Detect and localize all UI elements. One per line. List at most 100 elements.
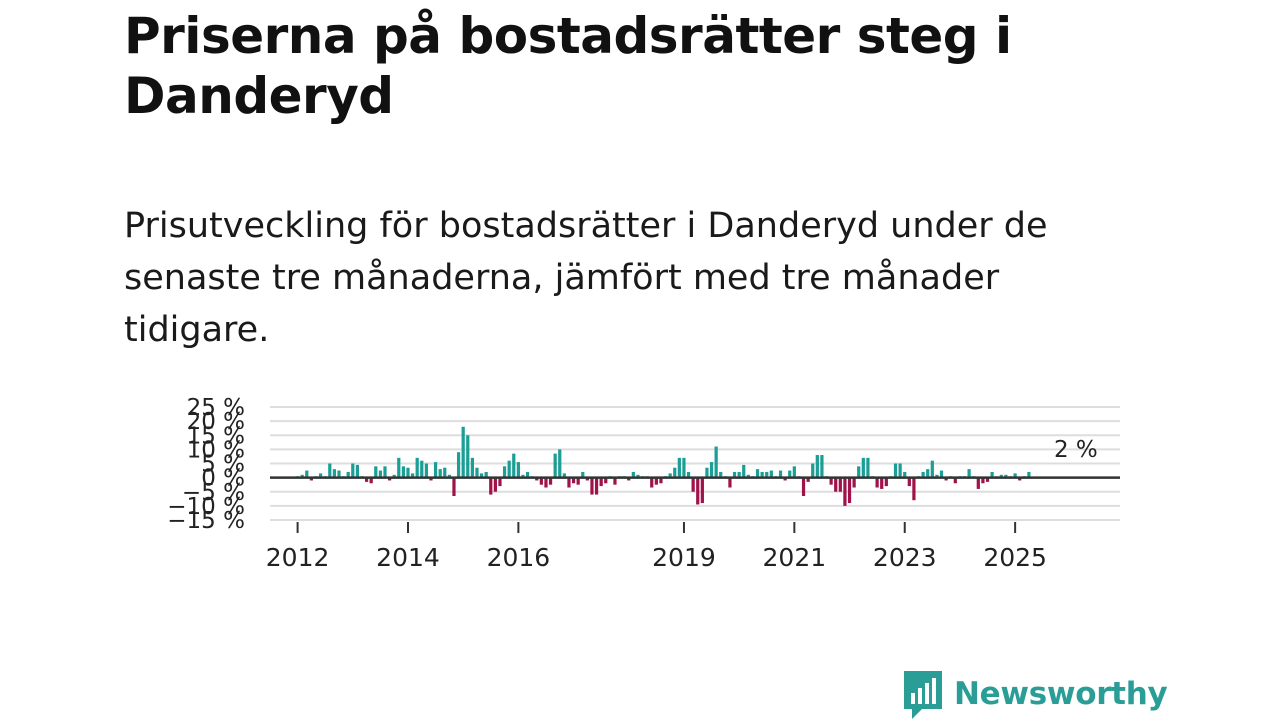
bar bbox=[415, 457, 419, 478]
x-tick-label: 2021 bbox=[763, 543, 827, 572]
bar bbox=[1018, 477, 1022, 481]
bar bbox=[857, 466, 861, 478]
bar bbox=[558, 449, 562, 478]
bar bbox=[443, 467, 447, 478]
bar bbox=[691, 477, 695, 492]
bar bbox=[539, 477, 543, 485]
bar bbox=[861, 457, 865, 478]
bar bbox=[493, 477, 497, 492]
bar bbox=[769, 470, 773, 478]
bar bbox=[507, 460, 511, 478]
bar bbox=[406, 467, 410, 478]
bar bbox=[792, 466, 796, 478]
bar bbox=[673, 467, 677, 478]
bar bbox=[939, 470, 944, 478]
bar bbox=[921, 471, 925, 478]
bar bbox=[760, 471, 764, 478]
bar bbox=[700, 477, 704, 504]
y-tick-label: 15 % bbox=[187, 423, 245, 449]
bar bbox=[705, 467, 709, 478]
bar bbox=[990, 471, 994, 478]
bar bbox=[880, 477, 884, 489]
bar bbox=[696, 477, 700, 505]
bar bbox=[668, 473, 672, 478]
bar bbox=[590, 477, 594, 495]
bar bbox=[571, 477, 576, 484]
bar bbox=[811, 463, 815, 478]
bar bbox=[728, 477, 732, 488]
bar bbox=[433, 462, 438, 478]
bar bbox=[852, 477, 856, 488]
bar bbox=[742, 464, 746, 478]
bar bbox=[930, 460, 934, 478]
bar bbox=[926, 469, 930, 478]
bar bbox=[309, 477, 314, 481]
bar bbox=[461, 426, 465, 478]
bar bbox=[548, 477, 553, 485]
bar bbox=[392, 474, 396, 478]
bar bbox=[544, 477, 548, 488]
bar bbox=[682, 457, 686, 478]
bar bbox=[581, 471, 585, 478]
bar bbox=[525, 471, 530, 478]
bar bbox=[815, 455, 819, 478]
bar bbox=[732, 471, 737, 478]
bar bbox=[401, 466, 405, 478]
bar bbox=[783, 477, 787, 481]
bar bbox=[903, 471, 907, 478]
bar bbox=[328, 463, 332, 478]
bar bbox=[981, 477, 985, 484]
bar bbox=[999, 474, 1003, 478]
bar bbox=[985, 477, 990, 482]
bar bbox=[654, 477, 658, 485]
bar bbox=[351, 463, 355, 478]
x-tick-label: 2019 bbox=[652, 543, 716, 572]
bar bbox=[944, 477, 948, 481]
y-axis-ticks: −15 %−10 %−5 %0 %5 %10 %15 %20 %25 % bbox=[167, 395, 245, 534]
bar bbox=[893, 463, 898, 478]
bar bbox=[650, 477, 654, 488]
bar bbox=[397, 457, 401, 478]
bar bbox=[686, 471, 691, 478]
bar bbox=[746, 474, 750, 478]
bar bbox=[834, 477, 838, 492]
bar bbox=[562, 473, 566, 478]
bar bbox=[907, 477, 911, 487]
bar bbox=[420, 460, 424, 478]
y-tick-label: −5 % bbox=[182, 480, 245, 506]
bar bbox=[466, 435, 470, 478]
chart-subtitle: Prisutveckling för bostadsrätter i Dande… bbox=[124, 206, 1048, 350]
newsworthy-bar-chart-icon bbox=[904, 671, 942, 719]
bar bbox=[976, 477, 980, 489]
bar bbox=[502, 466, 507, 478]
bar bbox=[604, 477, 608, 484]
y-tick-label: 10 % bbox=[187, 437, 245, 463]
bar bbox=[585, 477, 589, 481]
bar bbox=[489, 477, 493, 495]
bar bbox=[300, 474, 304, 478]
y-tick-label: −10 % bbox=[167, 494, 245, 520]
bar bbox=[594, 477, 599, 495]
bar-chart: −15 %−10 %−5 %0 %5 %10 %15 %20 %25 % 201… bbox=[167, 395, 1120, 572]
bar bbox=[806, 477, 810, 482]
bar bbox=[953, 477, 957, 484]
last-value-annotation: 2 % bbox=[1054, 437, 1098, 463]
bar bbox=[387, 477, 392, 481]
chart-title: Priserna på bostadsrätter steg i Dandery… bbox=[124, 7, 1012, 125]
bar bbox=[447, 474, 451, 478]
bar bbox=[1004, 474, 1008, 478]
bar bbox=[788, 470, 792, 478]
bar bbox=[378, 470, 382, 478]
bar bbox=[847, 477, 852, 504]
bar bbox=[452, 477, 456, 496]
bar bbox=[364, 477, 369, 482]
bar bbox=[332, 469, 337, 478]
bar bbox=[737, 471, 741, 478]
bar bbox=[438, 469, 442, 478]
bar bbox=[576, 477, 580, 485]
y-tick-label: 0 % bbox=[201, 466, 245, 492]
bar bbox=[1013, 473, 1017, 478]
bar bbox=[820, 455, 824, 478]
bar bbox=[410, 473, 415, 478]
x-tick-label: 2012 bbox=[266, 543, 330, 572]
